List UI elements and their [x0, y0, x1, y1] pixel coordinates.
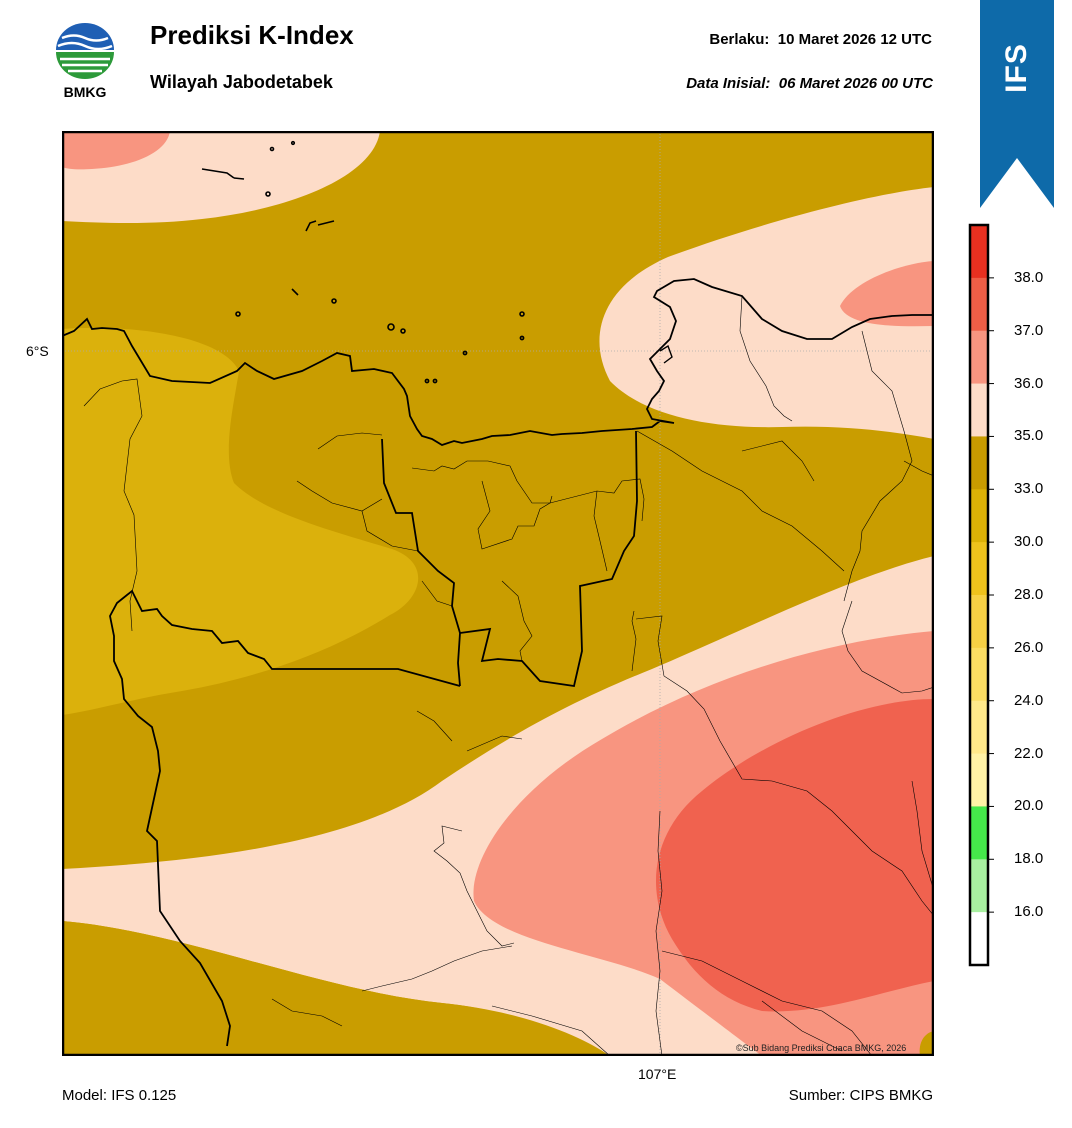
colorbar-tick-label: 24.0 [1014, 691, 1044, 709]
kindex-band-36-37-northeast [840, 261, 934, 327]
colorbar-segment [970, 700, 988, 755]
colorbar-tick-label: 38.0 [1014, 268, 1044, 286]
colorbar-segment [970, 647, 988, 702]
kindex-band-36-37-northwest [62, 131, 170, 170]
colorbar-segment [970, 859, 988, 913]
colorbar-tick-label: 16.0 [1014, 903, 1044, 921]
colorbar-tick-label: 18.0 [1014, 850, 1044, 868]
colorbar-tick-label: 28.0 [1014, 586, 1044, 603]
colorbar-tick-label: 20.0 [1014, 797, 1044, 815]
kindex-band-37-38-southeast [656, 699, 934, 1012]
init-time-label: Data Inisial: [686, 75, 771, 92]
map-frame [62, 131, 934, 1056]
province-borders [109, 430, 638, 1047]
colorbar-tick-label: 26.0 [1014, 638, 1044, 656]
map-subtitle: Wilayah Jabodetabek [150, 72, 333, 92]
java-coastline [62, 278, 934, 446]
thousand-islands [201, 140, 525, 384]
kindex-band-30-33-west [62, 327, 419, 715]
colorbar-tick-label: 22.0 [1014, 744, 1044, 762]
colorbar-tick-label: 35.0 [1014, 427, 1044, 445]
colorbar-tick-label: 30.0 [1014, 533, 1044, 551]
lon-tick-label: 107°E [638, 1066, 677, 1082]
footer-model: Model: IFS 0.125 [62, 1087, 177, 1104]
footer-source: Sumber: CIPS BMKG [788, 1087, 933, 1104]
map-title: Prediksi K-Index [150, 20, 354, 50]
colorbar-segment [970, 225, 988, 279]
valid-time-label: Berlaku: [709, 31, 770, 48]
colorbar-segment [970, 912, 988, 966]
kindex-band-33-35-southwest [62, 921, 610, 1056]
lat-tick-label: 6°S [26, 343, 49, 359]
logo-text: BMKG [63, 84, 107, 100]
colorbar-segment [970, 436, 988, 490]
colorbar-segment [970, 542, 988, 596]
ifs-ribbon-label: IFS [999, 43, 1033, 93]
colorbar-tick-label: 36.0 [1014, 374, 1044, 392]
k-index-colorbar [968, 223, 994, 967]
bmkg-logo-icon [56, 23, 114, 79]
colorbar-segment [970, 806, 988, 860]
kindex-band-35-36-northeast [599, 187, 934, 439]
valid-time-row: Berlaku: 10 Maret 2026 12 UTC [709, 31, 932, 48]
map-credit: ©Sub Bidang Prediksi Cuaca BMKG, 2026 [736, 1043, 907, 1053]
colorbar-segment [970, 753, 988, 807]
k-index-map [62, 131, 934, 1056]
colorbar-segment [970, 330, 988, 385]
valid-time-value: 10 Maret 2026 12 UTC [777, 31, 932, 48]
ifs-ribbon [980, 0, 1054, 208]
init-time-value: 06 Maret 2026 00 UTC [778, 75, 933, 92]
colorbar-tick-label: 33.0 [1014, 480, 1044, 498]
district-borders [83, 295, 934, 1056]
colorbar-segment [970, 277, 988, 332]
bekasi-karawang-coast [659, 344, 673, 364]
colorbar-segment [970, 595, 988, 649]
colorbar-segment [970, 383, 988, 437]
init-time-row: Data Inisial: 06 Maret 2026 00 UTC [686, 75, 933, 92]
colorbar-segment [970, 489, 988, 543]
colorbar-tick-label: 37.0 [1014, 321, 1044, 339]
